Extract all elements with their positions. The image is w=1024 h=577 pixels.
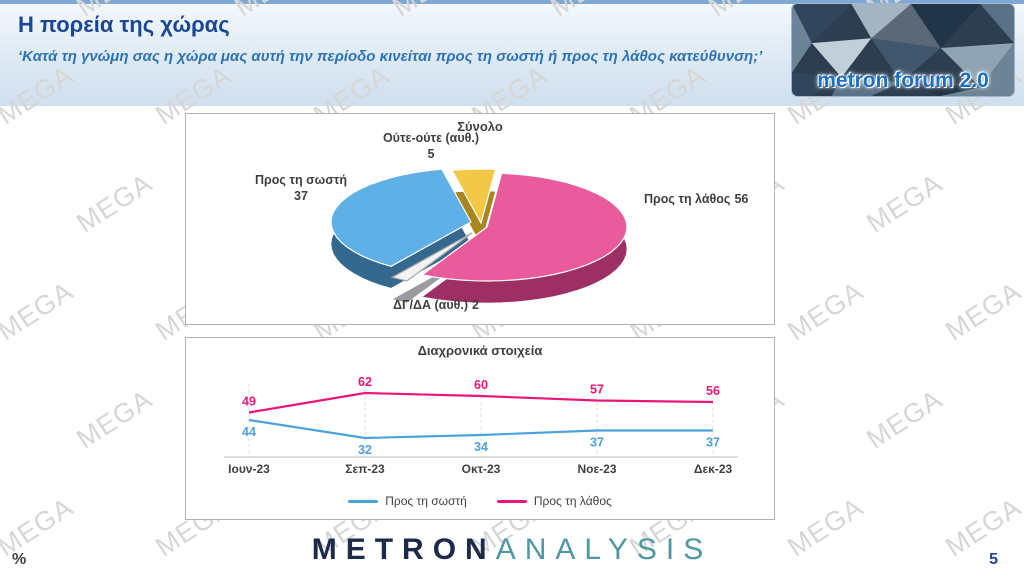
category-label: Νοε-23 [577, 462, 616, 476]
watermark-text: MEGA [940, 276, 1024, 347]
pie-label-value: 56 [734, 192, 749, 206]
logo-collage-image [792, 4, 1014, 96]
legend-label: Προς τη λάθος [533, 494, 612, 508]
legend-line-swatch [496, 499, 527, 503]
data-label: 34 [474, 440, 488, 454]
logo-metron: METRON [311, 533, 496, 566]
pie-label-value: 5 [427, 146, 435, 161]
pie-label-text: ΔΓ/ΔΑ (αυθ.) [393, 298, 469, 312]
watermark-text: MEGA [1019, 168, 1024, 239]
page-subtitle: ‘Κατά τη γνώμη σας η χώρα μας αυτή την π… [18, 48, 763, 65]
pie-label-text: Προς τη σωστή [255, 173, 347, 187]
pie-label-value: 2 [472, 298, 479, 312]
pie-chart-title: Σύνολο [457, 119, 503, 134]
legend-label: Προς τη σωστή [385, 494, 467, 508]
logo-analysis: ANALYSIS [495, 533, 713, 566]
series-line [248, 391, 714, 414]
data-label: 32 [358, 443, 372, 457]
metron-analysis-logo: METRONANALYSIS [0, 533, 1024, 567]
pie-label-right-direction: Προς τη σωστή 37 [216, 173, 386, 204]
pie-label-text: Ούτε-ούτε (αυθ.) [382, 131, 480, 145]
page-title: Η πορεία της χώρας [18, 12, 230, 37]
pie-label-value: 37 [294, 188, 308, 203]
legend-item-right-direction: Προς τη σωστή [348, 494, 467, 508]
category-label: Δεκ-23 [694, 462, 733, 476]
data-label: 37 [590, 436, 604, 450]
legend-item-wrong-direction: Προς τη λάθος [496, 494, 612, 508]
data-label: 44 [242, 425, 256, 439]
watermark-text: MEGA [71, 383, 158, 455]
category-label: Σεπ-23 [345, 462, 385, 476]
legend-line-swatch [348, 499, 379, 503]
watermark-text: MEGA [782, 276, 869, 347]
pie-slice [330, 168, 472, 267]
pie-slice [390, 232, 473, 282]
watermark-text: MEGA [861, 168, 948, 239]
pie-label-neither: Ούτε-ούτε (αυθ.) 5 [346, 131, 516, 162]
chart-legend: Προς τη σωστή Προς τη λάθος [186, 494, 774, 508]
data-label: 56 [706, 384, 720, 398]
data-label: 57 [590, 383, 604, 397]
metron-forum-logo: metron forum 2.0 [791, 3, 1015, 97]
trend-chart-title: Διαχρονικά στοιχεία [417, 343, 543, 358]
category-label: Οκτ-23 [462, 462, 501, 476]
watermark-text: MEGA [71, 168, 158, 239]
pie-label-wrong-direction: Προς τη λάθος 56 [644, 192, 748, 208]
pie-slice [420, 172, 628, 282]
percent-note: % [12, 551, 27, 568]
watermark-text: MEGA [0, 276, 79, 347]
logo-text: metron forum 2.0 [817, 69, 989, 92]
pie-slice [450, 168, 497, 225]
pie-label-text: Προς τη λάθος [644, 192, 731, 206]
series-line [248, 418, 713, 440]
page-number: 5 [989, 551, 998, 568]
data-label: 62 [358, 375, 372, 389]
pie-label-dontknow: ΔΓ/ΔΑ (αυθ.) 2 [336, 298, 536, 314]
data-label: 37 [706, 436, 720, 450]
pie-chart-svg [330, 168, 628, 304]
data-label: 49 [242, 395, 256, 409]
trend-chart-panel: Διαχρονικά στοιχεία Ιουν-23 Σεπ-23 Οκτ-23 Ν… [185, 337, 775, 520]
pie-chart-panel: Σύνολο Ούτε-ούτε (αυθ.) 5 Προς τη σωστή … [185, 113, 775, 325]
category-label: Ιουν-23 [228, 462, 270, 476]
trend-chart-svg: Ιουν-23 Σεπ-23 Οκτ-23 Νοε-23 Δεκ-23 44 32 34 37 3… [224, 375, 738, 476]
watermark-text: MEGA [861, 383, 948, 455]
watermark-text: MEGA [1019, 383, 1024, 455]
data-label: 60 [474, 378, 488, 392]
